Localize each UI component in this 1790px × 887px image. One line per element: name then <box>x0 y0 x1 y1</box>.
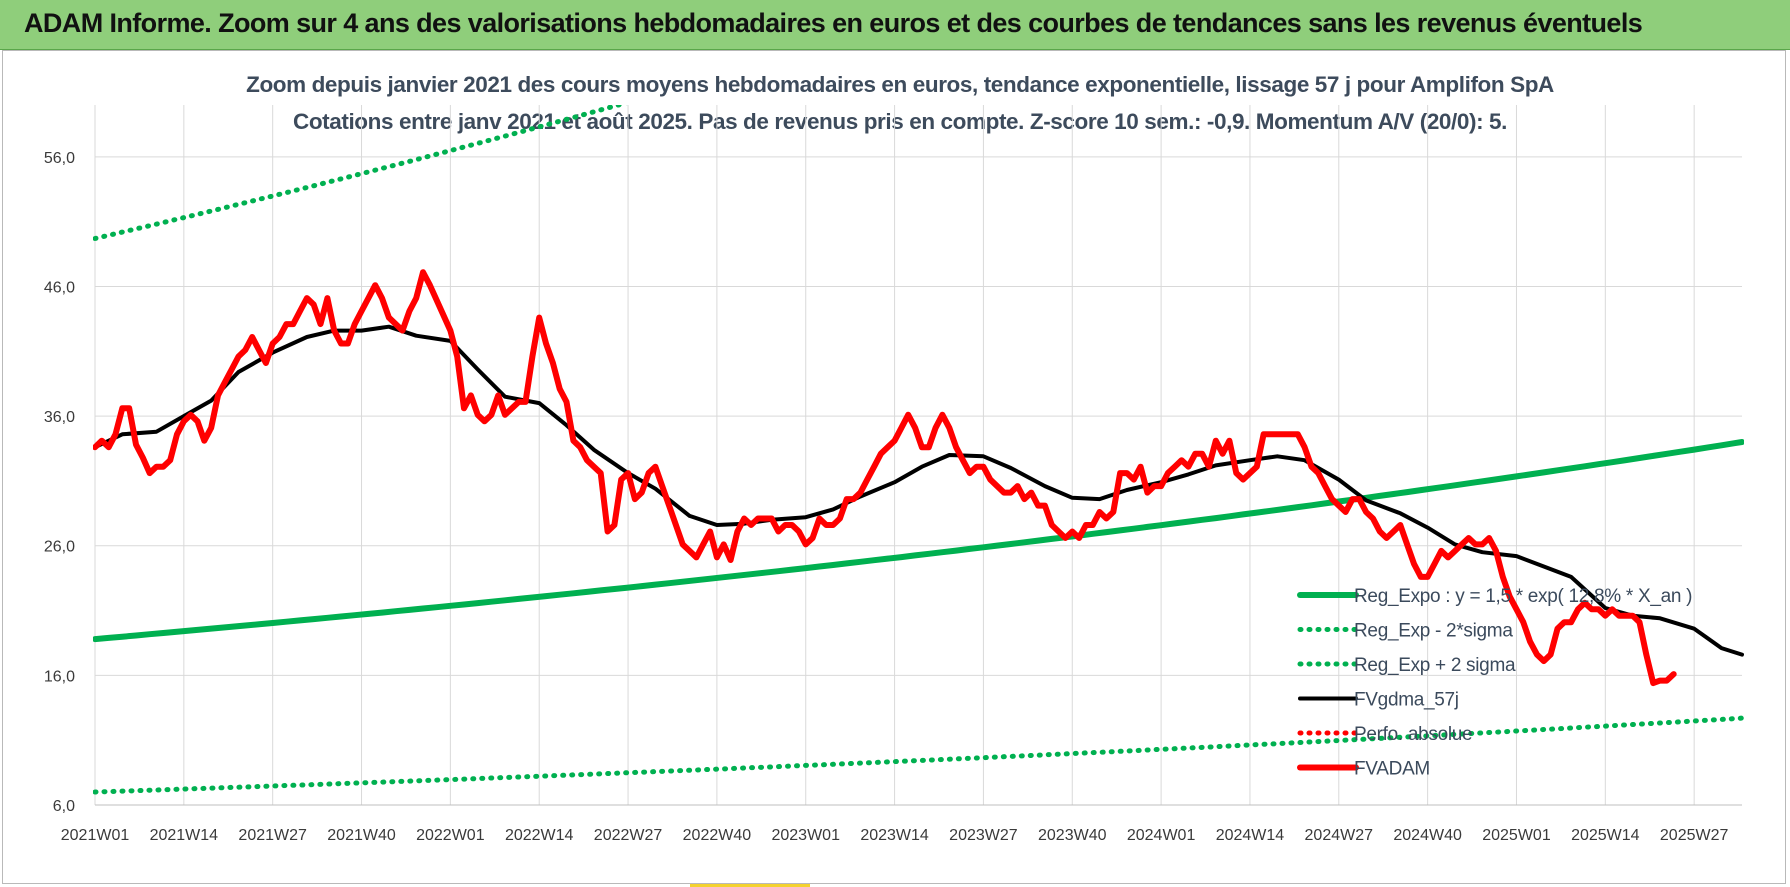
bottom-accent <box>690 884 810 887</box>
series-line-2 <box>93 105 628 241</box>
legend-label: FVgdma_57j <box>1354 690 1459 711</box>
x-tick-label: 2025W27 <box>1660 827 1729 844</box>
x-tick-label: 2022W01 <box>416 827 485 844</box>
x-tick-label: 2024W01 <box>1127 827 1196 844</box>
x-tick-label: 2022W40 <box>683 827 752 844</box>
y-tick-label: 6,0 <box>53 798 75 815</box>
x-tick-label: 2025W14 <box>1571 827 1640 844</box>
x-tick-label: 2023W14 <box>860 827 929 844</box>
series-layer <box>93 105 1744 795</box>
series-line-1 <box>93 715 1744 795</box>
x-tick-label: 2021W14 <box>150 827 219 844</box>
legend-label: FVADAM <box>1354 759 1430 780</box>
series-line-0 <box>93 439 1744 643</box>
x-tick-label: 2021W27 <box>238 827 307 844</box>
grid-layer <box>94 105 1742 806</box>
x-tick-label: 2024W14 <box>1216 827 1285 844</box>
x-tick-label: 2024W27 <box>1305 827 1374 844</box>
header-banner: ADAM Informe. Zoom sur 4 ans des valoris… <box>0 0 1790 50</box>
axis-layer: 6,0 16,0 26,0 36,0 46,0 56,0 2021W01 2021W14 202… <box>44 150 1742 844</box>
x-tick-label: 2023W27 <box>949 827 1018 844</box>
y-tick-label: 26,0 <box>44 539 75 556</box>
x-tick-label: 2021W01 <box>61 827 130 844</box>
x-tick-label: 2025W01 <box>1482 827 1551 844</box>
chart-title: Zoom depuis janvier 2021 des cours moyen… <box>246 72 1554 97</box>
page-title: ADAM Informe. Zoom sur 4 ans des valoris… <box>24 8 1643 38</box>
series-line-3 <box>93 324 1744 657</box>
series-line-5 <box>93 269 1677 687</box>
legend-label: Reg_Exp - 2*sigma <box>1354 621 1513 642</box>
chart-subtitle: Cotations entre janv 2021 et août 2025. … <box>292 109 1508 134</box>
x-tick-label: 2024W40 <box>1393 827 1462 844</box>
y-tick-label: 56,0 <box>44 150 75 167</box>
legend-label: Reg_Expo : y = 1,5 * exp( 12,8% * X_an ) <box>1354 586 1692 607</box>
chart-frame <box>2 50 1786 884</box>
x-tick-label: 2022W27 <box>594 827 663 844</box>
x-tick-label: 2023W40 <box>1038 827 1107 844</box>
y-tick-label: 46,0 <box>44 279 75 296</box>
x-tick-label: 2022W14 <box>505 827 574 844</box>
x-tick-label: 2021W40 <box>327 827 396 844</box>
legend-label: Reg_Exp + 2 sigma <box>1354 655 1516 676</box>
y-tick-label: 16,0 <box>44 668 75 685</box>
y-tick-label: 36,0 <box>44 409 75 426</box>
x-tick-label: 2023W01 <box>771 827 840 844</box>
legend: Reg_Expo : y = 1,5 * exp( 12,8% * X_an )… <box>1297 586 1692 780</box>
legend-label: Perfo. absolue <box>1354 724 1472 745</box>
